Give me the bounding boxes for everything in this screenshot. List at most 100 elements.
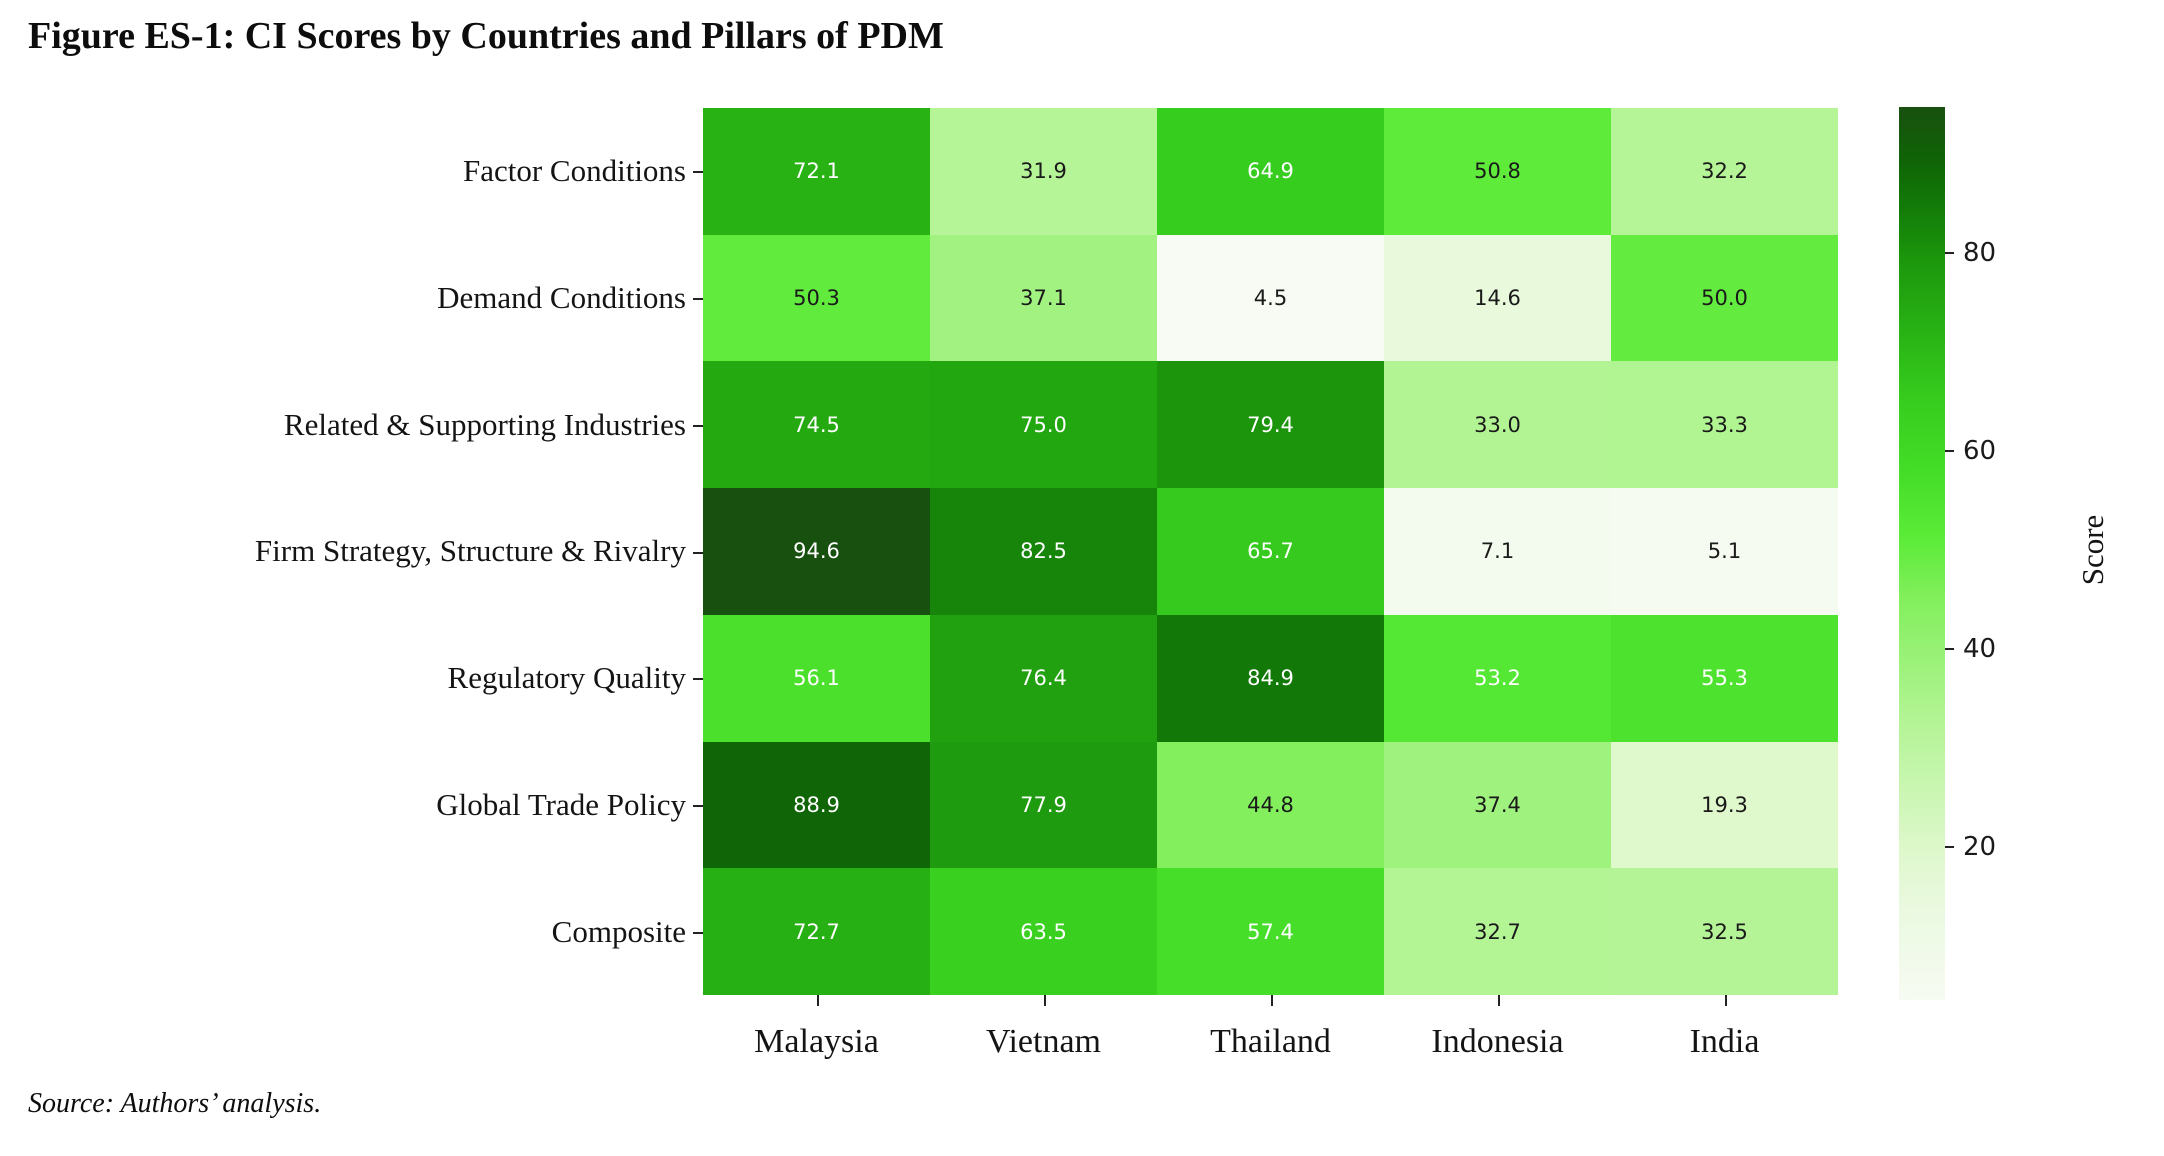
cell-value: 7.1 (1480, 539, 1515, 564)
column-label: Malaysia (754, 1023, 879, 1060)
heatmap-cell: 19.3 (1611, 741, 1838, 869)
y-axis-tick (693, 298, 703, 300)
heatmap-cell: 55.3 (1611, 614, 1838, 742)
cell-value: 72.1 (793, 159, 840, 184)
cell-value: 37.1 (1020, 286, 1067, 311)
column-label: Thailand (1210, 1023, 1331, 1060)
heatmap-cell: 57.4 (1157, 868, 1384, 995)
cell-value: 79.4 (1247, 412, 1294, 437)
x-axis-tick (817, 995, 819, 1006)
y-axis-tick (693, 932, 703, 934)
heatmap-cell: 14.6 (1384, 234, 1611, 362)
heatmap-cell: 84.9 (1157, 614, 1384, 742)
row-label: Demand Conditions (437, 280, 686, 316)
cell-value: 82.5 (1020, 539, 1067, 564)
cell-value: 50.8 (1474, 159, 1521, 184)
colorbar-axis-label: Score (2075, 514, 2110, 586)
colorbar-tick (1945, 846, 1954, 848)
cell-value: 76.4 (1020, 666, 1067, 691)
heatmap-cell: 94.6 (703, 488, 930, 615)
heatmap-cell: 56.1 (703, 614, 930, 742)
cell-value: 31.9 (1020, 159, 1067, 184)
heatmap-cell: 32.5 (1611, 868, 1838, 995)
heatmap-cell: 63.5 (930, 868, 1157, 995)
heatmap-cell: 53.2 (1384, 614, 1611, 742)
cell-value: 37.4 (1474, 792, 1521, 817)
cell-value: 94.6 (793, 539, 840, 564)
heatmap-cell: 5.1 (1611, 488, 1838, 615)
x-axis-column-labels: Malaysia Vietnam Thailand Indonesia India (703, 1014, 1838, 1070)
heatmap-cell: 72.7 (703, 868, 930, 995)
row-label: Related & Supporting Industries (283, 406, 686, 442)
heatmap-cell: 32.7 (1384, 868, 1611, 995)
heatmap-cell: 33.0 (1384, 361, 1611, 489)
heatmap-cell: 32.2 (1611, 108, 1838, 235)
cell-value: 19.3 (1701, 792, 1748, 817)
heatmap-grid: 72.1 31.9 64.9 50.8 32.2 50.3 37.1 4.5 14.6 50.0 7… (703, 108, 1838, 995)
source-note: Source: Authors’ analysis. (28, 1088, 322, 1119)
column-label: Indonesia (1431, 1023, 1564, 1060)
cell-value: 65.7 (1247, 539, 1294, 564)
cell-value: 50.3 (793, 286, 840, 311)
y-axis-tick (693, 425, 703, 427)
cell-value: 32.7 (1474, 919, 1521, 944)
row-label: Firm Strategy, Structure & Rivalry (254, 533, 686, 569)
y-axis-tick (693, 171, 703, 173)
heatmap-cell: 50.0 (1611, 234, 1838, 362)
colorbar-tick-label: 60 (1963, 436, 1997, 466)
cell-value: 56.1 (793, 666, 840, 691)
y-axis-tick (693, 805, 703, 807)
y-axis-tick (693, 552, 703, 554)
heatmap-cell: 64.9 (1157, 108, 1384, 235)
cell-value: 75.0 (1020, 412, 1067, 437)
x-axis-tick (1498, 995, 1500, 1006)
cell-value: 84.9 (1247, 666, 1294, 691)
colorbar-tick (1945, 252, 1954, 254)
heatmap-cell: 72.1 (703, 108, 930, 235)
colorbar-tick (1945, 648, 1954, 650)
y-axis-tick (693, 678, 703, 680)
heatmap-cell: 50.8 (1384, 108, 1611, 235)
row-label: Regulatory Quality (447, 660, 686, 696)
cell-value: 74.5 (793, 412, 840, 437)
cell-value: 55.3 (1701, 666, 1748, 691)
cell-value: 53.2 (1474, 666, 1521, 691)
cell-value: 4.5 (1253, 286, 1288, 311)
heatmap-cell: 4.5 (1157, 234, 1384, 362)
heatmap-cell: 37.1 (930, 234, 1157, 362)
cell-value: 32.5 (1701, 919, 1748, 944)
cell-value: 77.9 (1020, 792, 1067, 817)
cell-value: 72.7 (793, 919, 840, 944)
row-label: Composite (551, 913, 686, 949)
column-label: India (1689, 1023, 1760, 1060)
heatmap-cell: 77.9 (930, 741, 1157, 869)
heatmap-cell: 75.0 (930, 361, 1157, 489)
cell-value: 63.5 (1020, 919, 1067, 944)
cell-value: 57.4 (1247, 919, 1294, 944)
colorbar (1899, 107, 1945, 1000)
heatmap-cell: 31.9 (930, 108, 1157, 235)
heatmap-cell: 37.4 (1384, 741, 1611, 869)
heatmap-cell: 79.4 (1157, 361, 1384, 489)
cell-value: 44.8 (1247, 792, 1294, 817)
x-axis-tick (1044, 995, 1046, 1006)
row-label: Factor Conditions (462, 153, 686, 189)
y-axis-row-labels: Factor Conditions Demand Conditions Relate… (0, 108, 686, 995)
row-label: Global Trade Policy (436, 786, 686, 822)
cell-value: 33.3 (1701, 412, 1748, 437)
heatmap-cell: 74.5 (703, 361, 930, 489)
colorbar-tick (1945, 450, 1954, 452)
heatmap-cell: 76.4 (930, 614, 1157, 742)
heatmap-cell: 82.5 (930, 488, 1157, 615)
cell-value: 64.9 (1247, 159, 1294, 184)
colorbar-tick-label: 40 (1963, 634, 1997, 664)
heatmap-cell: 88.9 (703, 741, 930, 869)
heatmap-cell: 50.3 (703, 234, 930, 362)
cell-value: 32.2 (1701, 159, 1748, 184)
heatmap-cell: 44.8 (1157, 741, 1384, 869)
cell-value: 14.6 (1474, 286, 1521, 311)
cell-value: 5.1 (1707, 539, 1742, 564)
colorbar-tick-label: 20 (1963, 832, 1997, 862)
cell-value: 33.0 (1474, 412, 1521, 437)
